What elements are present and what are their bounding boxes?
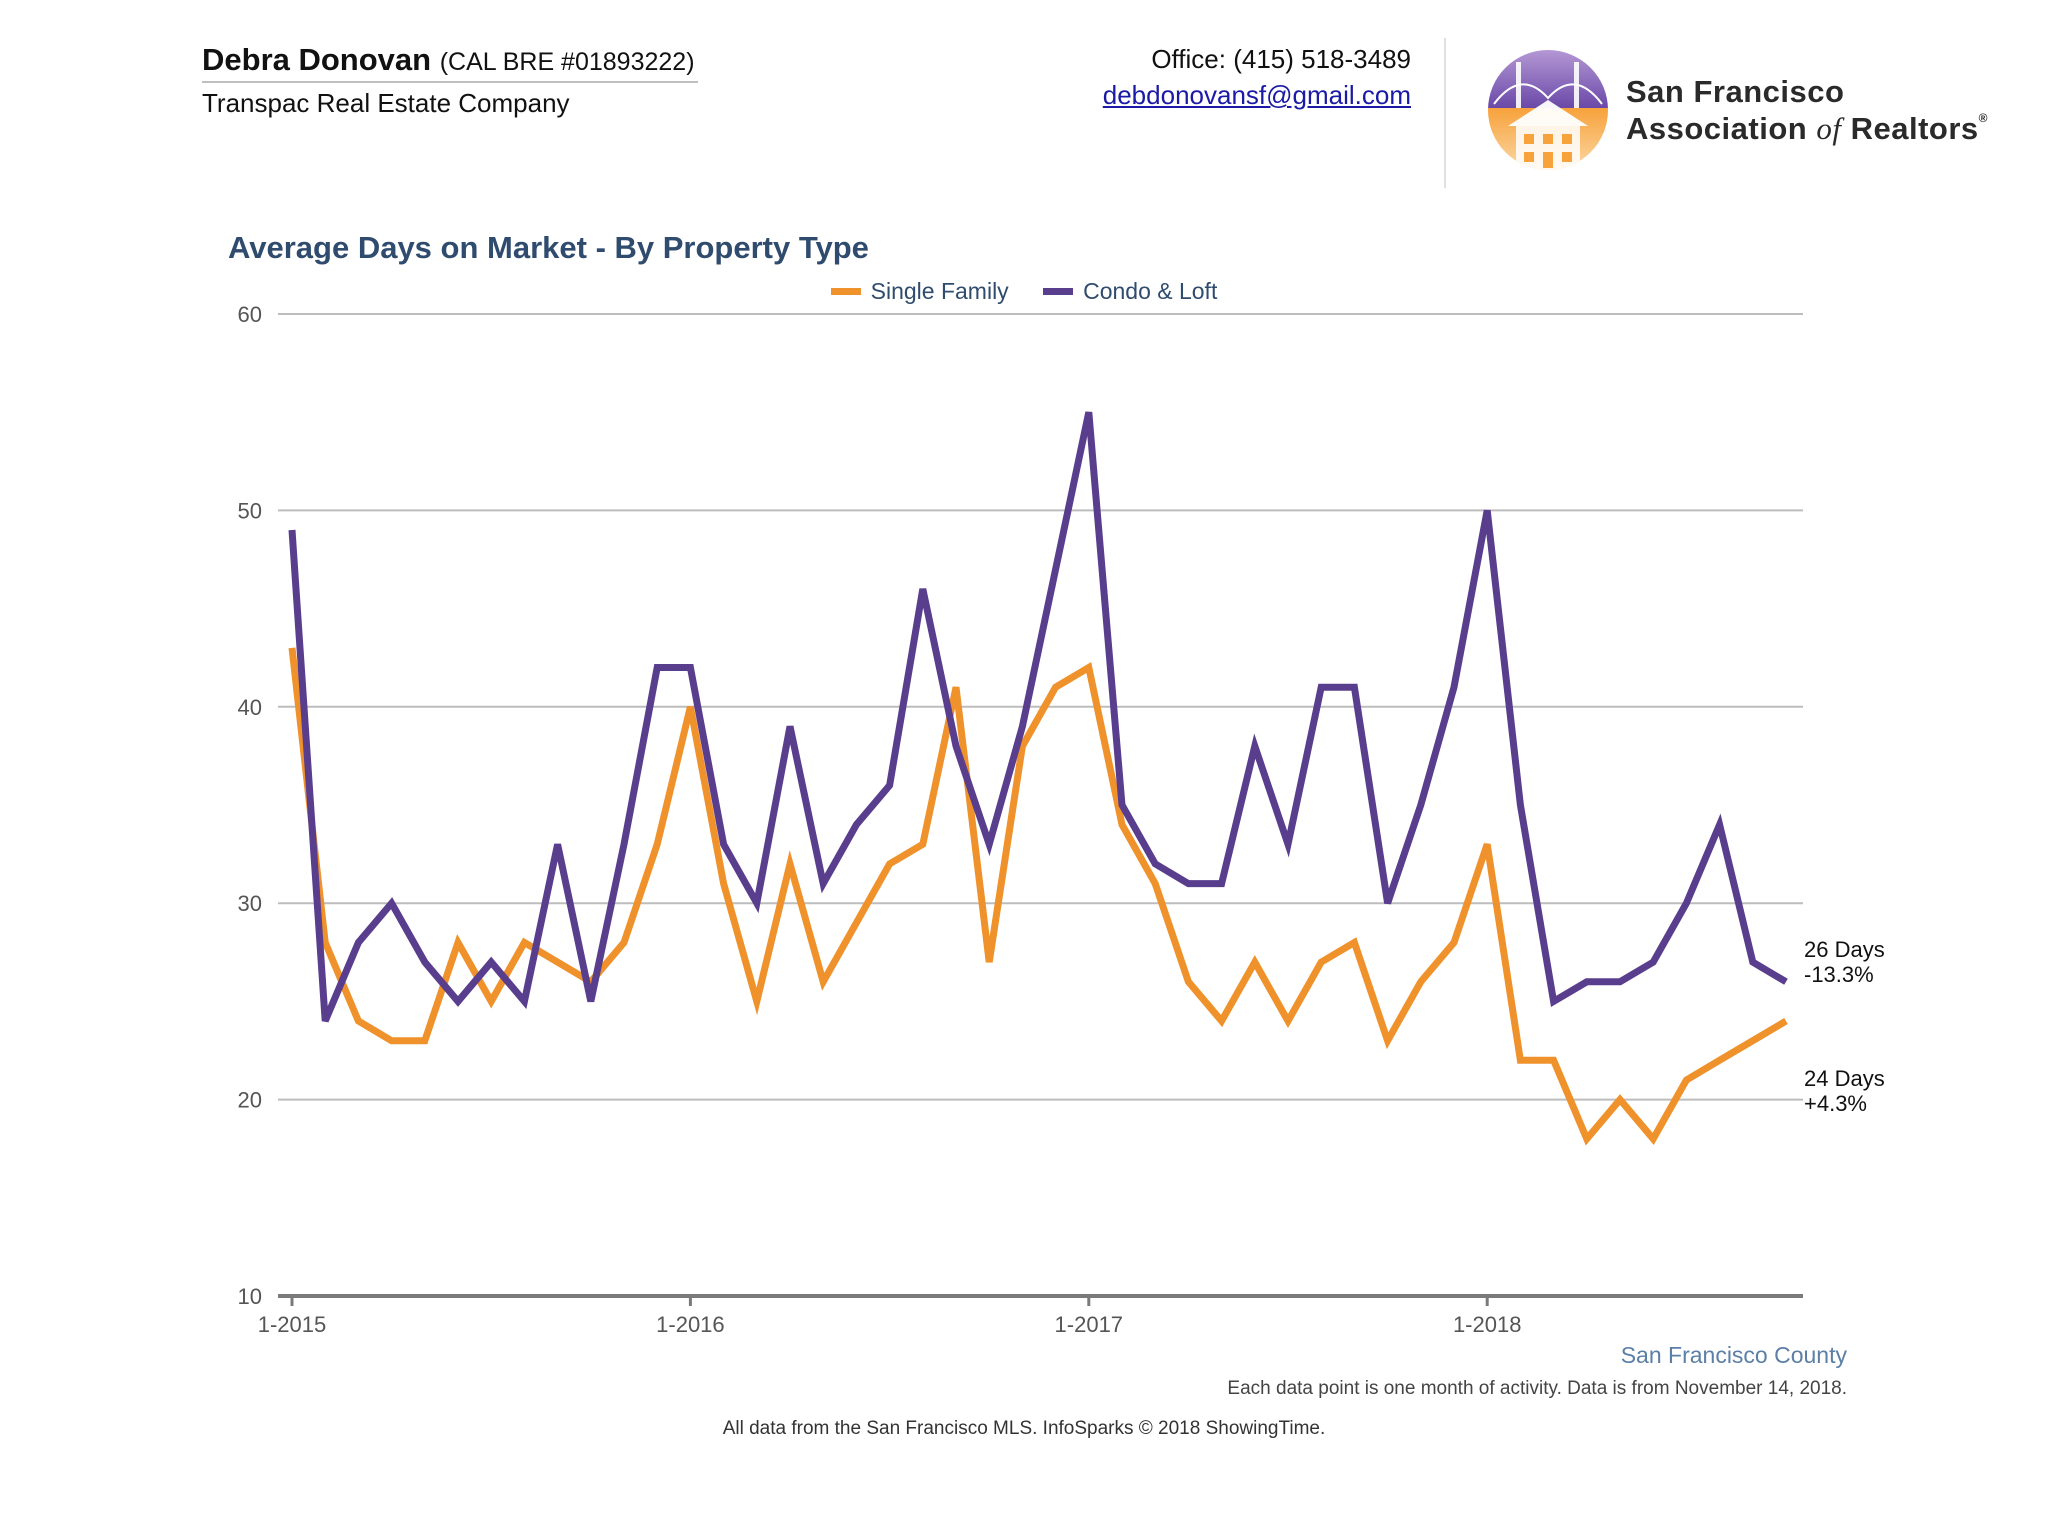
- legend-swatch-single-family: [830, 288, 861, 295]
- legend-item-condo-loft: Condo & Loft: [1043, 278, 1217, 305]
- x-tick-label-1-2018: 1-2018: [1453, 1312, 1522, 1337]
- end-label-condo-loft: 26 Days -13.3%: [1804, 937, 1885, 987]
- series-line-condo-loft: [288, 411, 1788, 1023]
- chart-title: Average Days on Market - By Property Typ…: [228, 230, 869, 265]
- end-days-single-family: 24 Days: [1804, 1066, 1885, 1092]
- logo-of: of: [1816, 111, 1842, 146]
- logo-realtors: Realtors: [1850, 111, 1979, 146]
- footnote: Each data point is one month of activity…: [1227, 1378, 1847, 1399]
- office-phone: Office: (415) 518-3489: [1151, 44, 1411, 74]
- legend-item-single-family: Single Family: [830, 278, 1009, 305]
- source-credit: All data from the San Francisco MLS. Inf…: [722, 1418, 1326, 1439]
- county-label: San Francisco County: [1620, 1342, 1847, 1368]
- sfar-logo-icon: [1488, 50, 1608, 170]
- legend-label-single-family: Single Family: [870, 278, 1009, 304]
- legend-swatch-condo-loft: [1043, 288, 1074, 295]
- logo-text-line2: Association of Realtors®: [1626, 111, 1988, 147]
- end-change-single-family: +4.3%: [1804, 1091, 1867, 1117]
- end-days-condo-loft: 26 Days: [1804, 936, 1885, 962]
- y-tick-label-40: 40: [238, 695, 262, 720]
- series-line-single-family: [288, 647, 1788, 1146]
- email-link[interactable]: debdonovansf@gmail.com: [1102, 80, 1411, 110]
- company-name: Transpac Real Estate Company: [202, 88, 570, 118]
- x-tick-label-1-2015: 1-2015: [258, 1312, 327, 1337]
- agent-name: Debra Donovan (CAL BRE #01893222): [202, 42, 695, 78]
- vertical-divider: [1444, 38, 1446, 188]
- x-tick-label-1-2017: 1-2017: [1055, 1312, 1124, 1337]
- y-tick-label-60: 60: [238, 302, 262, 327]
- y-tick-label-20: 20: [238, 1088, 262, 1113]
- grid-layer: [278, 313, 1803, 1101]
- agent-license: (CAL BRE #01893222): [439, 48, 695, 76]
- legend-label-condo-loft: Condo & Loft: [1083, 278, 1218, 304]
- logo-association: Association: [1626, 111, 1808, 146]
- y-tick-label-10: 10: [238, 1284, 262, 1309]
- y-tick-label-30: 30: [238, 891, 262, 916]
- chart-legend: Single Family Condo & Loft: [0, 274, 2048, 305]
- axis-layer: 10 20 30 40 50 60 1-2015 1-2016 1-2017 1-2018: [238, 302, 1803, 1337]
- series-layer: [288, 411, 1788, 1146]
- header-divider: [202, 81, 698, 83]
- end-label-single-family: 24 Days +4.3%: [1804, 1066, 1885, 1116]
- x-tick-label-1-2016: 1-2016: [656, 1312, 725, 1337]
- agent-name-text: Debra Donovan: [202, 42, 432, 77]
- end-change-condo-loft: -13.3%: [1804, 961, 1874, 987]
- logo-registered: ®: [1978, 111, 1988, 125]
- y-tick-label-50: 50: [238, 498, 262, 523]
- logo-text-line1: San Francisco: [1626, 74, 1845, 109]
